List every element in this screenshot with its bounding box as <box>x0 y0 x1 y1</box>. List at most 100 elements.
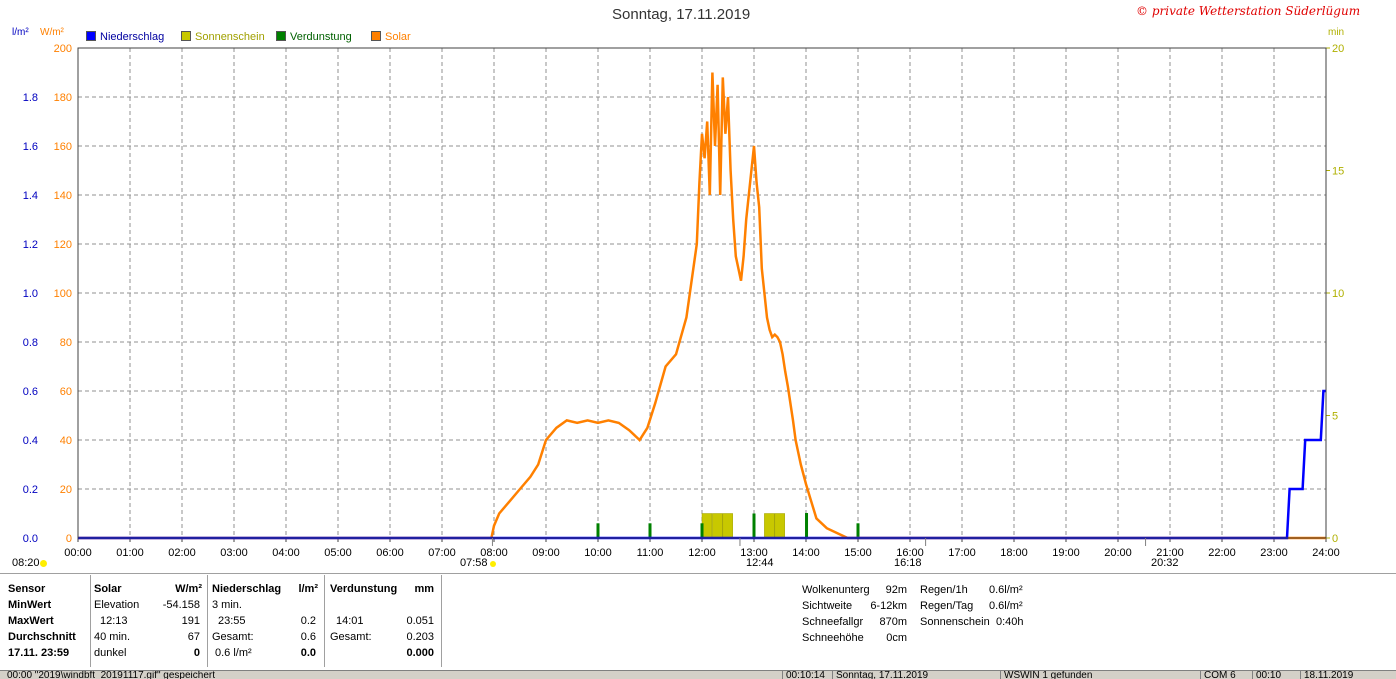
evap-label: 14:01 <box>336 615 364 627</box>
solar-value: 191 <box>181 615 200 627</box>
chart-title: Sonntag, 17.11.2019 <box>612 6 751 23</box>
weather-chart: 0204060801001201401601802000.00.20.40.60… <box>22 43 1345 559</box>
left-unit-solar: W/m² <box>40 27 64 38</box>
weather-label: Schneehöhe <box>802 632 864 644</box>
marker-max: 12:44 <box>746 557 774 569</box>
y-tick-precip: 0.2 <box>23 484 38 496</box>
marker-left-time: 08:20 <box>12 557 40 569</box>
sunshine-bar <box>774 513 785 539</box>
status-bar: 00:00 "2019\windbft_20191117.gif" gespei… <box>0 670 1396 679</box>
marker-sunset: 16:18 <box>894 557 922 569</box>
legend-item-niederschlag: Niederschlag <box>86 31 164 44</box>
y-tick-precip: 1.0 <box>23 288 38 300</box>
legend-item-sonnenschein: Sonnenschein <box>181 31 265 44</box>
evap-header: Verdunstung <box>330 583 398 595</box>
left-axis-labels: 0 20 40 60 80 100 120 140 160 180 200 0.0 0.2 0.4 0.6 0… <box>23 43 72 545</box>
precip-value: 0.0 <box>300 647 316 659</box>
y-tick-precip: 0.4 <box>23 435 38 447</box>
y-tick-sunshine: 0 <box>1332 533 1338 545</box>
solar-label: dunkel <box>94 647 127 659</box>
y-tick-precip: 1.8 <box>23 92 38 104</box>
precip-label: 23:55 <box>218 615 246 627</box>
plot-frame <box>77 47 1327 539</box>
precip-header: Niederschlag <box>212 583 282 595</box>
right-axis-labels: 0 5 10 15 20 <box>1326 43 1344 545</box>
sunshine-bar <box>722 513 733 539</box>
x-tick-label: 10:00 <box>584 547 612 559</box>
sensor-row: MaxWert <box>8 615 54 627</box>
x-tick-label: 24:00 <box>1312 547 1340 559</box>
y-tick-solar: 40 <box>60 435 72 447</box>
rain-value: 0.6l/m² <box>989 600 1023 612</box>
y-tick-sunshine: 5 <box>1332 411 1338 423</box>
evap-value: 0.051 <box>406 615 434 627</box>
x-tick-label: 06:00 <box>376 547 404 559</box>
legend-item-solar: Solar <box>371 31 411 44</box>
x-tick-label: 09:00 <box>532 547 560 559</box>
y-tick-solar: 140 <box>54 190 72 202</box>
y-tick-sunshine: 20 <box>1332 43 1344 55</box>
x-tick-label: 21:00 <box>1156 547 1184 559</box>
precip-value: 0.2 <box>300 615 316 627</box>
legend-swatch <box>181 31 191 41</box>
y-tick-solar: 120 <box>54 239 72 251</box>
y-tick-solar: 60 <box>60 386 72 398</box>
sensor-row: 17.11. 23:59 <box>8 647 70 659</box>
sunshine-bar <box>764 513 775 539</box>
evaporation-spike <box>752 513 756 538</box>
status-time: 00:10:14 <box>782 671 825 679</box>
left-unit-precip: l/m² <box>12 27 29 38</box>
weather-value: 6-12km <box>870 600 907 612</box>
evap-unit: mm <box>414 583 434 595</box>
y-tick-precip: 1.2 <box>23 239 38 251</box>
x-tick-label: 14:00 <box>792 547 820 559</box>
precip-unit: l/m² <box>298 583 318 595</box>
legend-swatch <box>86 31 96 41</box>
marker-sunrise: 07:58 <box>460 557 488 569</box>
solar-label: Elevation <box>94 599 140 611</box>
divider <box>324 575 325 667</box>
divider <box>207 575 208 667</box>
solar-value: -54.158 <box>162 599 200 611</box>
x-tick-label: 01:00 <box>116 547 144 559</box>
x-tick-label: 20:00 <box>1104 547 1132 559</box>
evaporation-spike <box>648 523 652 538</box>
x-tick-label: 07:00 <box>428 547 456 559</box>
x-tick-label: 04:00 <box>272 547 300 559</box>
sunshine-bar <box>712 513 723 539</box>
sensor-header: Sensor <box>8 583 46 595</box>
x-tick-label: 02:00 <box>168 547 196 559</box>
rain-value: 0:40h <box>996 616 1024 628</box>
y-tick-solar: 20 <box>60 484 72 496</box>
divider <box>90 575 91 667</box>
y-tick-precip: 0.6 <box>23 386 38 398</box>
legend-label: Niederschlag <box>100 31 165 43</box>
weather-value: 870m <box>879 616 907 628</box>
x-tick-label: 18:00 <box>1000 547 1028 559</box>
x-tick-label: 08:00 <box>480 547 508 559</box>
x-tick-label: 05:00 <box>324 547 352 559</box>
solar-label: 12:13 <box>100 615 128 627</box>
solar-header: Solar <box>94 583 122 595</box>
rain-label: Regen/Tag <box>920 600 974 612</box>
solar-unit: W/m² <box>175 583 202 595</box>
evaporation-spike <box>856 523 860 538</box>
x-tick-label: 13:00 <box>740 547 768 559</box>
precip-label: 3 min. <box>212 599 242 611</box>
weather-label: Sichtweite <box>802 600 853 612</box>
solar-value: 67 <box>187 631 200 643</box>
weather-label: Schneefallgr <box>802 616 864 628</box>
x-tick-label: 19:00 <box>1052 547 1080 559</box>
x-tick-label: 12:00 <box>688 547 716 559</box>
solar-value: 0 <box>193 647 200 659</box>
x-tick-label: 15:00 <box>844 547 872 559</box>
evaporation-spike <box>805 513 809 538</box>
x-tick-label: 00:00 <box>64 547 92 559</box>
x-tick-label: 03:00 <box>220 547 248 559</box>
status-file: 00:00 "2019\windbft_20191117.gif" gespei… <box>7 670 215 679</box>
status-com: COM 6 <box>1200 671 1236 679</box>
divider <box>441 575 442 667</box>
y-tick-precip: 1.6 <box>23 141 38 153</box>
x-tick-label: 17:00 <box>948 547 976 559</box>
legend-item-verdunstung: Verdunstung <box>276 31 352 44</box>
